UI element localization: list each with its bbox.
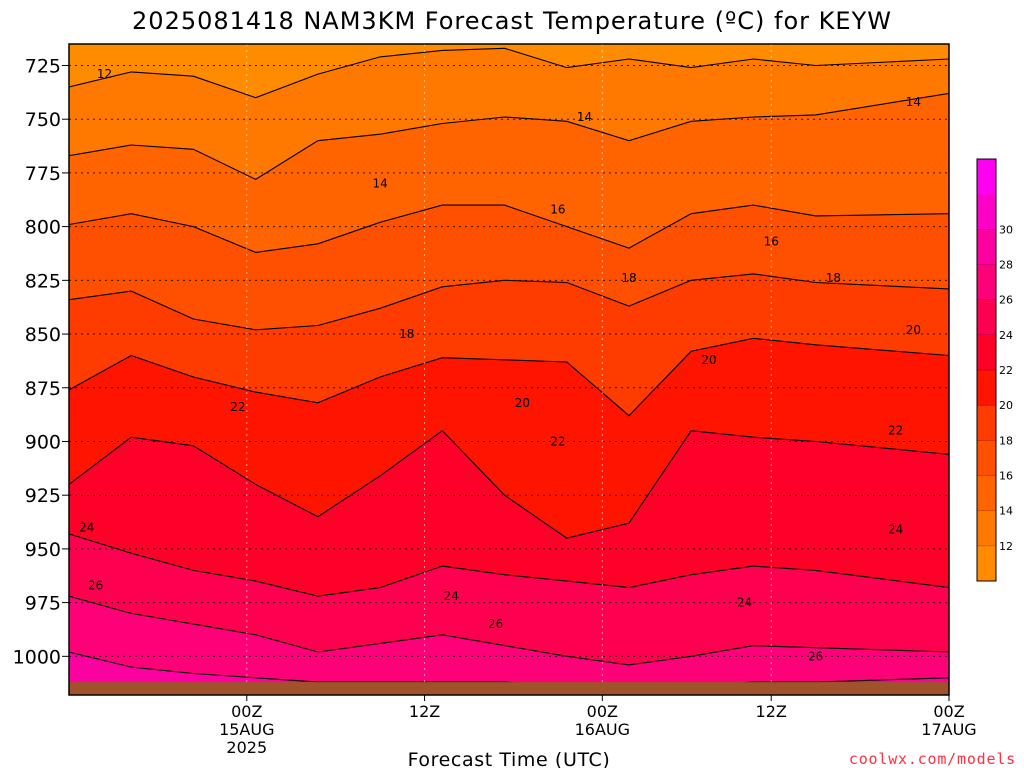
colorbar-swatch: [977, 545, 996, 582]
isotherm-22: [69, 429, 949, 539]
colorbar-tick-label: 20: [999, 399, 1013, 412]
isotherm-18: [69, 273, 949, 331]
contour-label: 24: [79, 520, 94, 534]
x-tick-label: 00Z: [933, 702, 964, 721]
contour-label: 26: [488, 617, 503, 631]
contour-label: 20: [515, 396, 530, 410]
contour-label: 22: [550, 434, 565, 448]
colorbar-swatch: [977, 475, 996, 512]
x-tick-label: 00Z: [231, 702, 262, 721]
colorbar-swatch: [977, 510, 996, 547]
colorbar-swatch: [977, 440, 996, 476]
x-tick-label: 12Z: [409, 702, 440, 721]
colorbar-swatch: [977, 229, 996, 265]
colorbar-swatch: [977, 405, 996, 441]
contour-label: 24: [444, 589, 459, 603]
y-tick-label: 775: [25, 163, 61, 185]
colorbar-swatch: [977, 299, 996, 336]
colorbar-frame: [976, 158, 997, 582]
y-tick-label: 875: [25, 378, 61, 400]
y-tick-label: 750: [25, 109, 61, 131]
colorbar-swatch: [977, 159, 996, 195]
colorbar-tick-label: 26: [999, 294, 1013, 307]
y-tick-label: 950: [25, 539, 61, 561]
contour-label: 18: [621, 271, 636, 285]
chart-title: 2025081418 NAM3KM Forecast Temperature (…: [132, 7, 892, 35]
contour-label: 14: [906, 95, 921, 109]
colorbar: 12 14 16 18 20 22 24 26 28 30: [976, 158, 1013, 582]
colorbar-tick-label: 16: [999, 470, 1013, 483]
contour-label: 16: [550, 202, 565, 216]
contour-label-layer: 12 14 14 14 16 16 18 18 18 20 20 20 22 22 22 24 24 24 24 26…: [79, 67, 921, 663]
contour-label: 20: [701, 353, 716, 367]
grid-layer: [69, 44, 950, 695]
y-tick-label: 825: [25, 270, 61, 292]
colorbar-swatch: [977, 194, 996, 230]
contour-label: 18: [399, 327, 414, 341]
surface-ground: [69, 682, 949, 695]
colorbar-swatch: [977, 370, 996, 406]
x-tick-label: 15AUG: [219, 720, 274, 739]
colorbar-tick-label: 14: [999, 505, 1013, 518]
contour-label: 26: [808, 649, 823, 663]
surface-layer: [69, 682, 949, 695]
axes-layer: 725 750 775 800 825 850 875 900 925 950 975 1000 00Z…: [13, 43, 977, 757]
colorbar-swatch: [977, 334, 996, 371]
contour-label: 20: [906, 323, 921, 337]
plot-frame: [68, 43, 950, 696]
isotherm-24: [69, 533, 949, 597]
y-tick-label: 800: [25, 217, 61, 239]
x-tick-label: 2025: [226, 738, 267, 757]
credit-text: coolwx.com/models: [849, 750, 1016, 768]
colorbar-tick-label: 24: [999, 329, 1013, 342]
x-axis-label: Forecast Time (UTC): [408, 749, 611, 768]
contour-label: 16: [764, 235, 779, 249]
isotherm-12: [69, 47, 949, 99]
colorbar-swatch: [977, 264, 996, 301]
y-tick-label: 900: [25, 431, 61, 453]
y-tick-label: 925: [25, 485, 61, 507]
y-tick-label: 850: [25, 324, 61, 346]
temperature-band-26: [69, 596, 949, 695]
colorbar-tick-label: 18: [999, 434, 1013, 447]
contour-label: 22: [230, 400, 245, 414]
x-tick-label: 12Z: [756, 702, 787, 721]
colorbar-tick-label: 22: [999, 364, 1013, 377]
contour-label: 14: [577, 110, 592, 124]
contour-label: 12: [97, 67, 112, 81]
y-tick-label: 1000: [13, 646, 61, 668]
contour-label: 24: [737, 596, 752, 610]
temperature-fill-layer: [69, 44, 949, 695]
isotherm-14: [69, 92, 949, 181]
isotherm-16: [69, 204, 949, 253]
x-tick-label: 16AUG: [575, 720, 630, 739]
isotherm-20: [69, 337, 949, 417]
contour-label: 24: [888, 523, 903, 537]
contour-label: 14: [372, 177, 387, 191]
x-tick-label: 00Z: [587, 702, 618, 721]
colorbar-tick-label: 28: [999, 259, 1013, 272]
y-tick-label: 725: [25, 55, 61, 77]
isotherm-26: [69, 595, 949, 666]
colorbar-tick-label: 12: [999, 540, 1013, 553]
contour-label: 22: [888, 424, 903, 438]
contour-label: 18: [826, 271, 841, 285]
x-tick-label: 17AUG: [921, 720, 976, 739]
colorbar-tick-label: 30: [999, 223, 1013, 236]
y-tick-label: 975: [25, 593, 61, 615]
contour-label: 26: [88, 578, 103, 592]
